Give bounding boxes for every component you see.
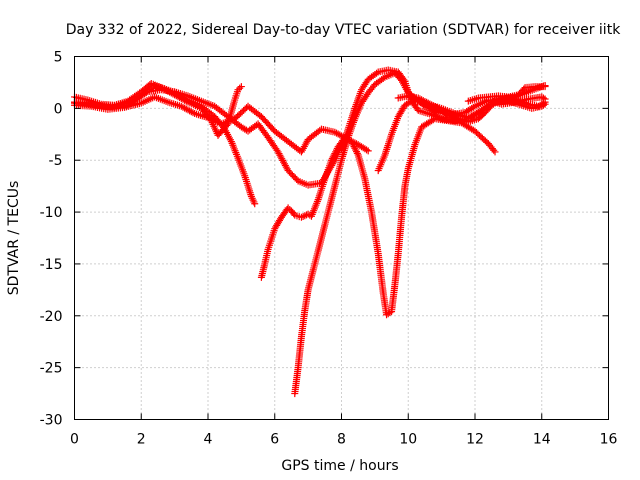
track-e-point bbox=[349, 141, 357, 149]
track-i-point bbox=[416, 95, 424, 103]
y-tick-label: -25 bbox=[40, 361, 63, 377]
track-c-point bbox=[189, 109, 197, 117]
track-j-point bbox=[520, 85, 528, 93]
track-i-point bbox=[414, 94, 422, 102]
track-e-point bbox=[299, 212, 307, 220]
y-tick-label: 5 bbox=[54, 50, 63, 66]
track-i-point bbox=[443, 110, 451, 118]
track-j-point bbox=[541, 83, 549, 91]
track-e-point bbox=[350, 143, 358, 151]
track-f-point bbox=[379, 74, 387, 82]
track-i-point bbox=[431, 103, 439, 111]
track-i-point bbox=[424, 99, 432, 107]
y-tick-label: -5 bbox=[49, 153, 63, 169]
data-marks bbox=[71, 66, 549, 398]
y-tick-label: -30 bbox=[40, 413, 63, 429]
track-h-point bbox=[541, 100, 549, 108]
grid-lines bbox=[74, 56, 609, 420]
x-axis-title: GPS time / hours bbox=[281, 458, 398, 474]
track-e-point bbox=[490, 146, 498, 154]
x-tick-label: 16 bbox=[600, 432, 618, 448]
track-a-point bbox=[251, 200, 259, 208]
track-i-point bbox=[426, 100, 434, 108]
chart-title: Day 332 of 2022, Sidereal Day-to-day VTE… bbox=[66, 22, 621, 38]
x-tick-label: 14 bbox=[533, 432, 551, 448]
track-b-point bbox=[237, 83, 245, 91]
track-i-point bbox=[421, 97, 429, 105]
track-b-point bbox=[234, 86, 242, 94]
axis-ticks: 0 2 4 6 8 10 12 14 16 5 0 -5 -10 -15 -20 -25 -30 bbox=[40, 50, 618, 448]
track-e-point bbox=[297, 213, 305, 221]
x-tick-label: 8 bbox=[337, 432, 346, 448]
x-tick-label: 12 bbox=[466, 432, 484, 448]
track-e-point bbox=[491, 148, 499, 156]
track-e-point bbox=[353, 149, 361, 157]
x-tick-label: 10 bbox=[399, 432, 417, 448]
x-tick-label: 4 bbox=[204, 432, 213, 448]
x-tick-label: 2 bbox=[137, 432, 146, 448]
track-e-point bbox=[329, 153, 337, 161]
x-tick-label: 0 bbox=[70, 432, 79, 448]
track-e-point bbox=[348, 139, 356, 147]
track-e-point bbox=[327, 156, 335, 164]
track-e-point bbox=[351, 144, 359, 152]
y-tick-label: 0 bbox=[54, 101, 63, 117]
track-e-point bbox=[331, 149, 339, 157]
track-e-point bbox=[352, 146, 360, 154]
track-e-point bbox=[353, 148, 361, 156]
track-c-point bbox=[364, 147, 372, 155]
track-i-point bbox=[423, 98, 431, 106]
track-h-point bbox=[539, 101, 547, 109]
track-b-point bbox=[236, 84, 244, 92]
track-e-point bbox=[284, 204, 292, 212]
y-tick-label: -20 bbox=[40, 309, 63, 325]
track-i-point bbox=[428, 101, 436, 109]
track-e-point bbox=[328, 155, 336, 163]
track-i-point bbox=[418, 96, 426, 104]
y-axis-title: SDTVAR / TECUs bbox=[6, 181, 22, 296]
y-tick-label: -10 bbox=[40, 205, 63, 221]
track-c-point bbox=[363, 146, 371, 154]
track-i-point bbox=[419, 97, 427, 105]
track-e-point bbox=[332, 148, 340, 156]
track-i-point bbox=[429, 102, 437, 110]
track-b-point bbox=[182, 97, 190, 105]
track-f-point bbox=[469, 103, 477, 111]
track-e-point bbox=[330, 151, 338, 159]
track-d-point bbox=[142, 89, 150, 97]
y-tick-label: -15 bbox=[40, 257, 63, 273]
track-g-point bbox=[400, 76, 408, 84]
x-tick-label: 6 bbox=[270, 432, 279, 448]
track-g-point bbox=[373, 69, 381, 77]
